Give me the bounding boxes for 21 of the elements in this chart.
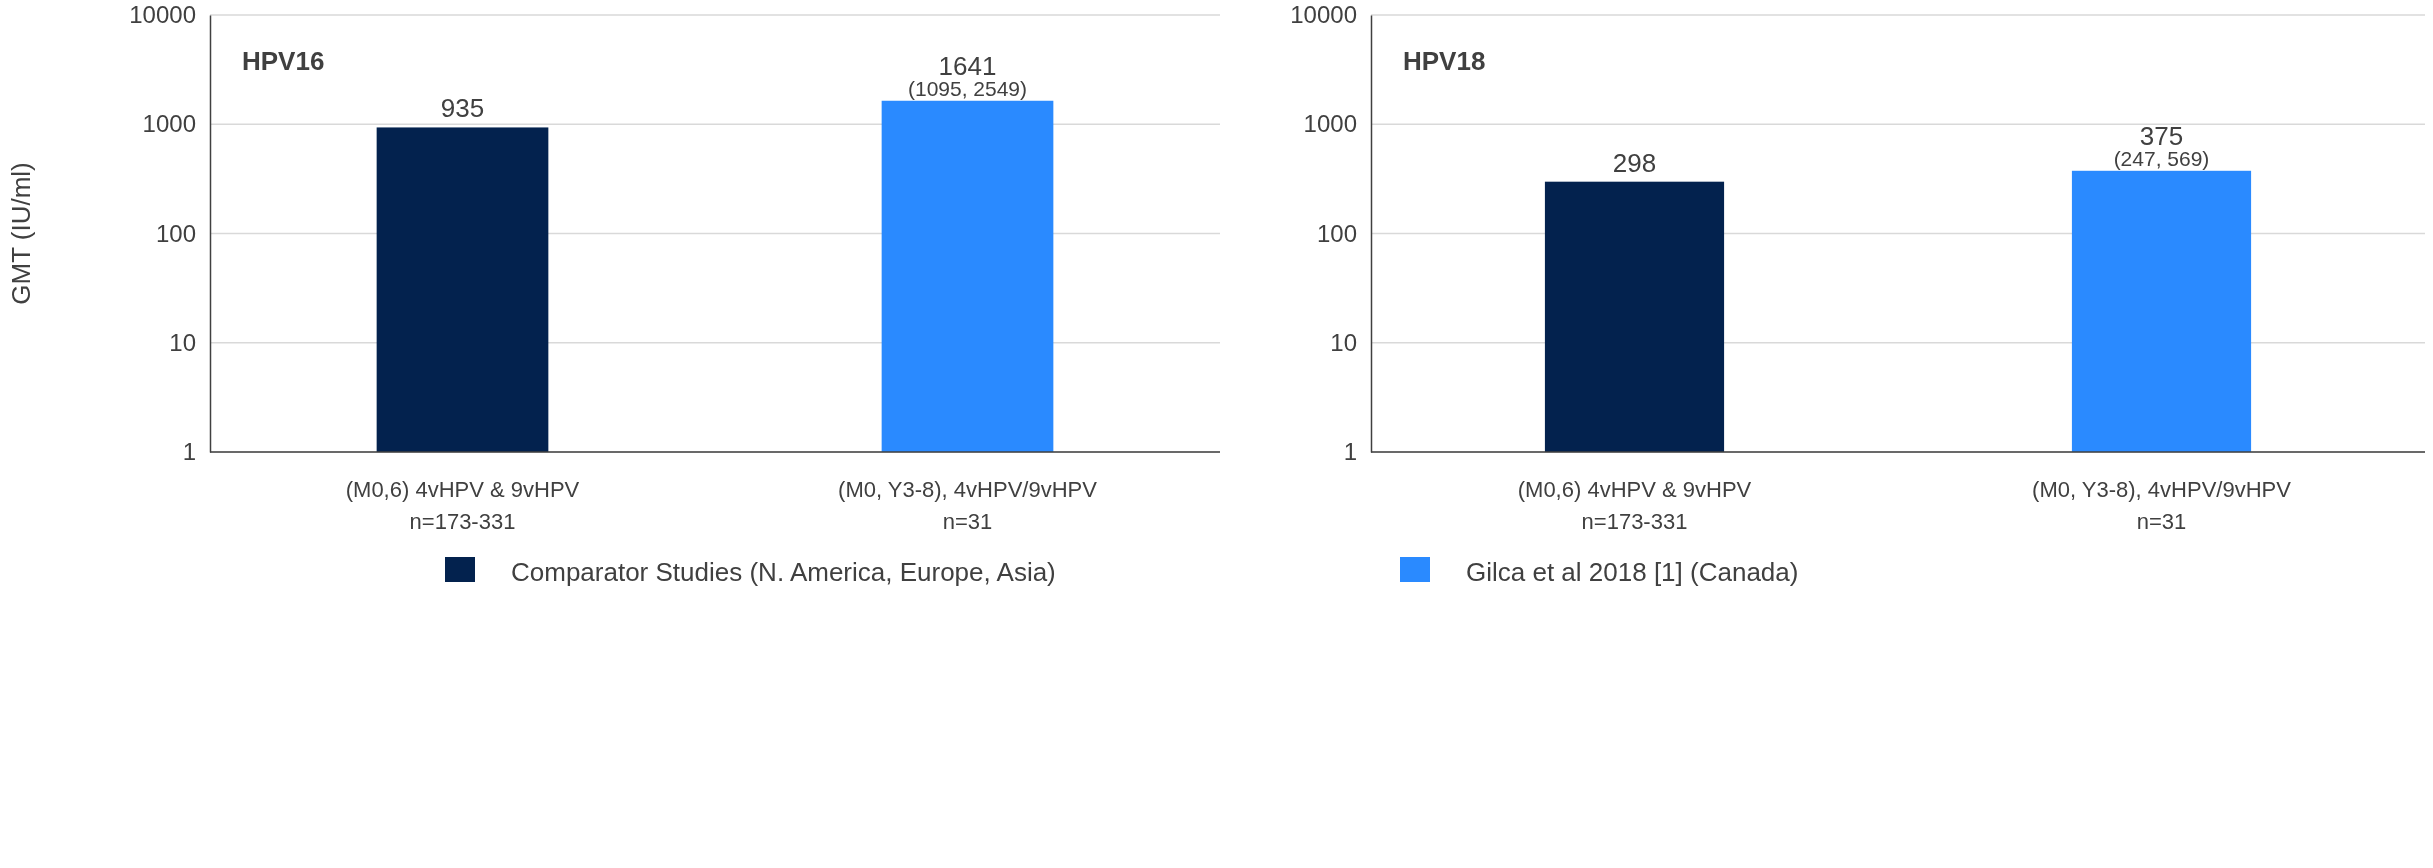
y-axis-title: GMT (IU/ml) (6, 162, 36, 305)
y-tick-label: 100 (155, 219, 196, 247)
y-tick-label: 10000 (1290, 1, 1357, 29)
x-tick-label: (M0,6) 4vHPV & 9vHPV n=173-331 (345, 477, 580, 534)
text: HPV16 (242, 46, 325, 76)
legend-label: Gilca et al 2018 [1] (Canada) (1466, 557, 1799, 587)
y-tick-label: 10000 (129, 1, 196, 29)
y-tick-label: 10 (1330, 328, 1357, 356)
x-tick-label: (M0,6) 4vHPV & 9vHPV n=173-331 (1517, 477, 1752, 534)
y-tick-label: 1000 (142, 110, 196, 138)
data-label: 935 (440, 93, 485, 124)
y-tick-label: 1000 (1303, 110, 1357, 138)
x-tick-label: (M0, Y3-8), 4vHPV/9vHPV n=31 (2032, 477, 2292, 534)
legend-label: Comparator Studies (N. America, Europe, Asia) (511, 557, 1056, 587)
data-label: 298 (1612, 147, 1657, 178)
y-tick-label: 1 (182, 438, 196, 466)
y-tick-label: 100 (1316, 219, 1357, 247)
y-tick-label: 10 (169, 328, 196, 356)
y-tick-label: 1 (1343, 438, 1357, 466)
x-tick-label: (M0, Y3-8), 4vHPV/9vHPV n=31 (838, 477, 1098, 534)
text: HPV18 (1403, 46, 1486, 76)
